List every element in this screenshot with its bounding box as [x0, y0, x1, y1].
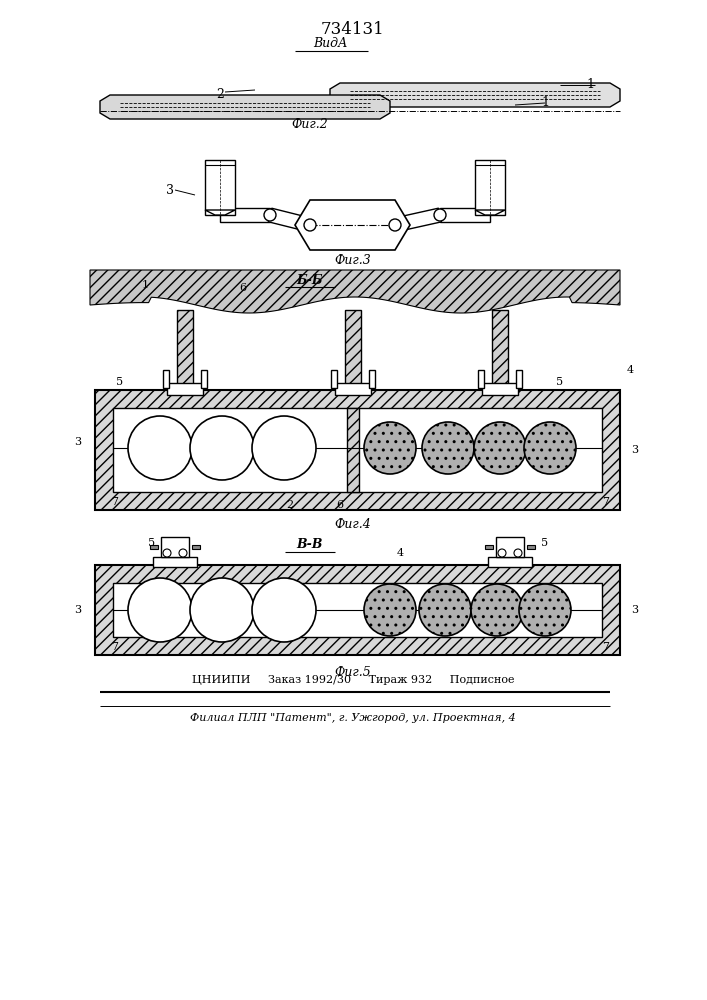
Circle shape — [364, 422, 416, 474]
Circle shape — [498, 549, 506, 557]
Text: 2: 2 — [216, 88, 224, 101]
Bar — [150, 545, 158, 549]
Circle shape — [163, 549, 171, 557]
Text: ЦНИИПИ     Заказ 1992/30     Тираж 932     Подписное: ЦНИИПИ Заказ 1992/30 Тираж 932 Подписное — [192, 675, 514, 685]
Text: 5: 5 — [117, 377, 124, 387]
Circle shape — [519, 584, 571, 636]
Circle shape — [179, 549, 187, 557]
Polygon shape — [394, 208, 441, 232]
Text: 3: 3 — [631, 605, 638, 615]
Text: 2: 2 — [286, 500, 293, 510]
Circle shape — [304, 219, 316, 231]
Polygon shape — [100, 95, 390, 119]
Circle shape — [524, 422, 576, 474]
Bar — [153, 557, 197, 567]
Polygon shape — [440, 208, 490, 222]
Bar — [335, 383, 371, 395]
Circle shape — [474, 422, 526, 474]
Text: 5: 5 — [148, 538, 156, 548]
Circle shape — [190, 416, 254, 480]
Bar — [161, 537, 189, 557]
Circle shape — [252, 416, 316, 480]
Circle shape — [190, 578, 254, 642]
Text: 7: 7 — [112, 497, 119, 507]
Text: 3: 3 — [631, 445, 638, 455]
Bar — [369, 370, 375, 388]
Text: Фиг.4: Фиг.4 — [334, 518, 371, 532]
Bar — [485, 545, 493, 549]
Circle shape — [128, 578, 192, 642]
Text: 1: 1 — [541, 97, 549, 109]
Bar — [163, 370, 169, 388]
Circle shape — [252, 578, 316, 642]
Circle shape — [419, 584, 471, 636]
Text: Б-Б: Б-Б — [297, 273, 323, 286]
Bar — [95, 390, 620, 510]
Polygon shape — [90, 270, 620, 313]
Text: 3: 3 — [166, 184, 174, 196]
Bar — [345, 310, 361, 390]
Text: 734131: 734131 — [321, 21, 385, 38]
Bar — [482, 383, 518, 395]
Text: 1: 1 — [141, 280, 148, 290]
Bar — [347, 408, 359, 492]
Text: 6: 6 — [240, 283, 247, 293]
Bar — [205, 160, 235, 215]
Text: 5: 5 — [542, 538, 549, 548]
Circle shape — [264, 209, 276, 221]
Circle shape — [364, 584, 416, 636]
Text: 1: 1 — [586, 79, 594, 92]
Bar — [516, 370, 522, 388]
Text: 5: 5 — [556, 377, 563, 387]
Text: ВидА: ВидА — [312, 37, 347, 50]
Bar — [496, 537, 524, 557]
Bar — [527, 545, 535, 549]
Bar — [478, 370, 484, 388]
Bar — [492, 310, 508, 390]
Circle shape — [514, 549, 522, 557]
Bar — [192, 545, 200, 549]
Text: Филиал ПЛП "Патент", г. Ужгород, ул. Проектная, 4: Филиал ПЛП "Патент", г. Ужгород, ул. Про… — [190, 713, 516, 723]
Circle shape — [471, 584, 523, 636]
Bar — [201, 370, 207, 388]
Circle shape — [389, 219, 401, 231]
Polygon shape — [205, 210, 235, 215]
Bar — [177, 310, 193, 390]
Polygon shape — [268, 208, 312, 232]
Polygon shape — [220, 208, 270, 222]
Bar — [113, 583, 602, 637]
Text: 4: 4 — [626, 365, 633, 375]
Bar — [167, 383, 203, 395]
Text: Фиг.3: Фиг.3 — [334, 253, 371, 266]
Text: 6: 6 — [337, 500, 344, 510]
Bar — [95, 565, 620, 655]
Bar — [331, 370, 337, 388]
Text: 3: 3 — [74, 605, 81, 615]
Bar — [488, 557, 532, 567]
Text: В-В: В-В — [297, 538, 323, 552]
Text: Фиг.5: Фиг.5 — [334, 666, 371, 678]
Polygon shape — [330, 83, 620, 107]
Circle shape — [128, 416, 192, 480]
Text: 3: 3 — [74, 437, 81, 447]
Bar — [475, 160, 505, 215]
Circle shape — [434, 209, 446, 221]
Circle shape — [422, 422, 474, 474]
Text: 7: 7 — [602, 497, 609, 507]
Text: Фиг.2: Фиг.2 — [291, 118, 328, 131]
Polygon shape — [295, 200, 410, 250]
Text: 4: 4 — [397, 548, 404, 558]
Bar — [113, 408, 602, 492]
Polygon shape — [475, 210, 505, 215]
Text: 7: 7 — [112, 642, 119, 652]
Text: 7: 7 — [602, 642, 609, 652]
